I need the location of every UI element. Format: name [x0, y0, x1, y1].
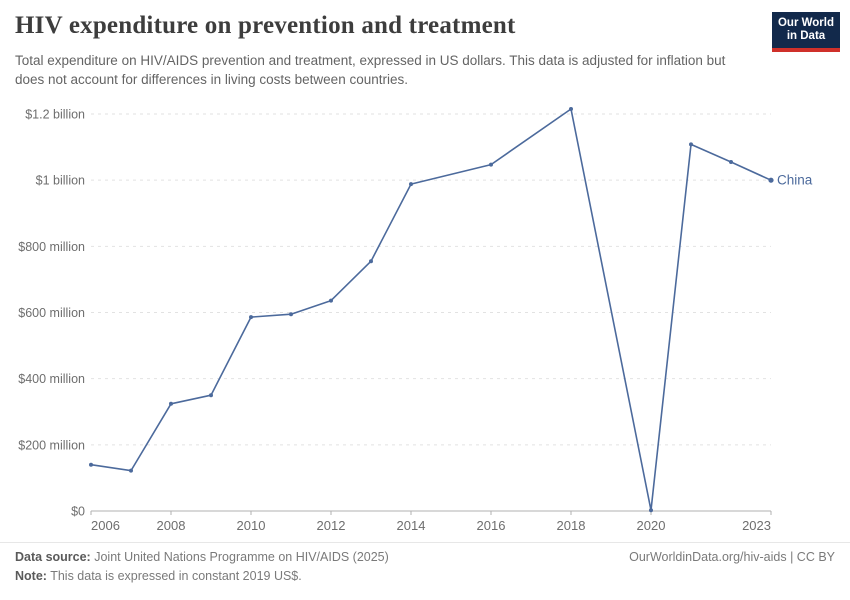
series-line-china: [90, 108, 772, 512]
data-point-marker: [409, 182, 413, 187]
data-point-marker: [649, 508, 653, 513]
x-axis-tick-label: 2014: [397, 518, 426, 533]
data-point-marker: [689, 142, 693, 147]
data-point-marker: [768, 177, 774, 183]
data-point-marker: [89, 462, 93, 467]
data-source-value: Joint United Nations Programme on HIV/AI…: [94, 550, 389, 564]
x-axis-tick-label: 2018: [557, 518, 586, 533]
data-point-marker: [209, 393, 213, 398]
series-china: China: [89, 107, 813, 513]
license-link[interactable]: OurWorldinData.org/hiv-aids | CC BY: [629, 550, 835, 564]
owid-logo-line1: Our World: [777, 17, 834, 29]
x-axis-tick-label: 2016: [477, 518, 506, 533]
data-point-marker: [289, 312, 293, 317]
data-point-marker: [489, 162, 493, 167]
note-label: Note:: [15, 569, 47, 583]
y-axis-tick-label: $400 million: [18, 372, 85, 386]
x-axis-tick-label: 2020: [637, 518, 666, 533]
note-text: Note: This data is expressed in constant…: [15, 569, 302, 583]
data-point-marker: [569, 107, 573, 111]
x-axis-tick-label: 2008: [157, 518, 186, 533]
owid-logo-line2: in Data: [786, 30, 826, 42]
y-axis-tick-label: $200 million: [18, 438, 85, 452]
y-axis-tick-label: $800 million: [18, 240, 85, 254]
data-point-marker: [369, 259, 373, 264]
owid-logo[interactable]: Our World in Data: [772, 12, 840, 52]
entity-label-china[interactable]: China: [777, 173, 813, 188]
chart-subtitle: Total expenditure on HIV/AIDS prevention…: [15, 53, 726, 87]
axes: $0 $200 million $400 million $600 million $8…: [18, 108, 772, 533]
y-axis-tick-label: $1.2 billion: [25, 108, 85, 122]
y-axis-tick-label: $1 billion: [36, 174, 85, 188]
data-point-marker: [729, 160, 733, 164]
data-point-marker: [129, 468, 133, 473]
chart-footer: Data source: Joint United Nations Progra…: [0, 542, 850, 600]
y-axis-tick-label: $600 million: [18, 306, 85, 320]
y-axis-tick-label: $0: [71, 505, 85, 519]
data-source-text: Data source: Joint United Nations Progra…: [15, 550, 389, 564]
page-title: HIV expenditure on prevention and treatm…: [15, 12, 516, 39]
x-axis-tick-label: 2012: [317, 518, 346, 533]
data-point-marker: [249, 315, 253, 320]
x-axis-tick-label: 2006: [91, 518, 120, 533]
data-source-label: Data source:: [15, 550, 91, 564]
note-value: This data is expressed in constant 2019 …: [50, 569, 302, 583]
data-point-marker: [329, 298, 333, 303]
x-axis-tick-label: 2023: [742, 518, 771, 533]
data-point-marker: [169, 401, 173, 406]
gridlines: [91, 113, 771, 446]
x-axis-tick-label: 2010: [237, 518, 266, 533]
